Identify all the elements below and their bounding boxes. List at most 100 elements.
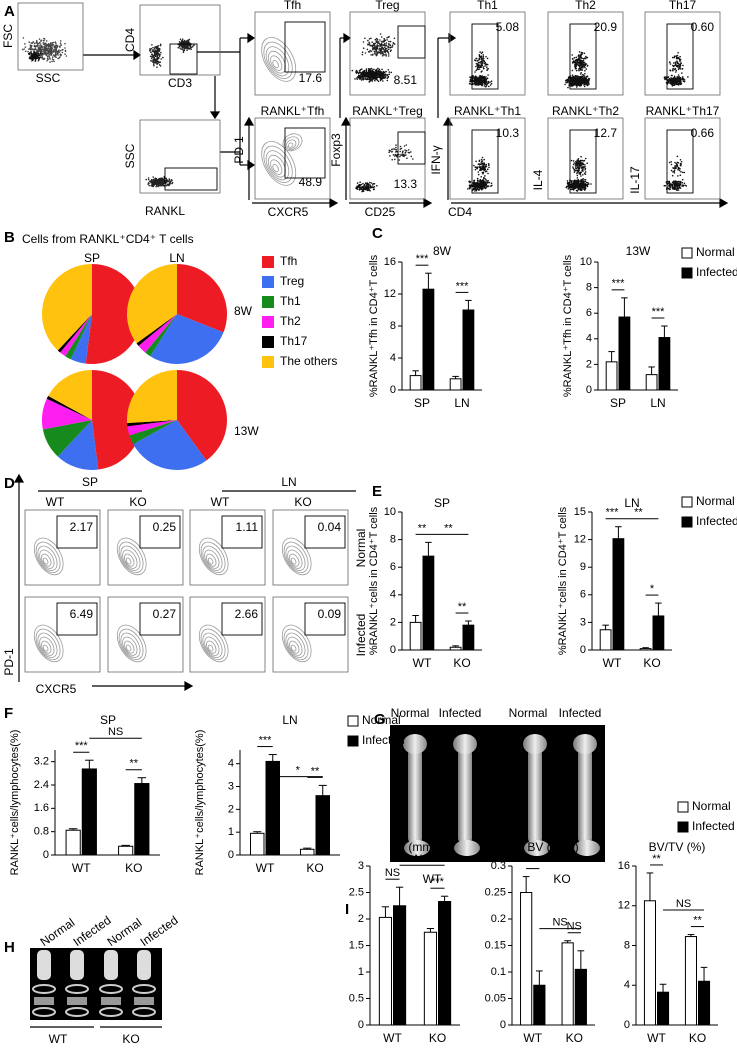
legend-swatch (681, 496, 693, 508)
legend-swatch (681, 516, 693, 528)
event-dot (151, 55, 153, 58)
event-dot (468, 187, 471, 190)
event-dot (367, 44, 369, 46)
event-dot (484, 78, 487, 80)
event-dot (379, 33, 382, 35)
event-dot (43, 50, 45, 52)
event-dot (35, 40, 38, 42)
chart-title: SP (434, 496, 450, 510)
event-dot (676, 155, 679, 158)
event-dot (362, 41, 365, 43)
row-label: 13W (234, 424, 259, 438)
event-dot (684, 184, 686, 187)
event-dot (490, 82, 493, 85)
event-dot (572, 163, 575, 166)
event-dot (584, 188, 587, 190)
event-dot (480, 71, 483, 73)
event-dot (373, 50, 376, 53)
y-tick-label: 0.15 (485, 939, 506, 951)
axis-label: CD4 (123, 28, 137, 52)
event-dot (474, 71, 476, 73)
event-dot (676, 61, 679, 63)
event-dot (472, 182, 474, 184)
event-dot (586, 184, 588, 186)
legend-label: Tfh (280, 254, 297, 268)
event-dot (681, 76, 684, 78)
event-dot (581, 178, 584, 181)
event-dot (486, 57, 489, 60)
event-dot (482, 76, 484, 78)
y-tick-label: 8 (390, 320, 396, 332)
event-dot (165, 179, 168, 181)
bar (265, 760, 280, 856)
event-dot (381, 78, 383, 80)
event-dot (404, 151, 407, 153)
event-dot (485, 86, 487, 88)
event-dot (576, 174, 579, 177)
event-dot (576, 84, 579, 87)
event-dot (359, 186, 361, 188)
event-dot (376, 71, 379, 74)
event-dot (149, 49, 152, 51)
event-dot (671, 181, 674, 183)
event-dot (574, 78, 576, 80)
event-dot (581, 52, 584, 54)
chart-title: SP (100, 713, 116, 727)
contour (125, 644, 132, 652)
event-dot (573, 184, 576, 187)
event-dot (573, 162, 575, 164)
event-dot (360, 76, 363, 78)
event-dot (31, 58, 33, 60)
event-dot (587, 182, 589, 184)
event-dot (38, 46, 40, 49)
gate-value: 1.11 (236, 520, 259, 534)
event-dot (370, 80, 372, 82)
legend-swatch (262, 256, 274, 268)
event-dot (380, 51, 383, 53)
event-dot (37, 44, 39, 46)
event-dot (359, 68, 362, 71)
event-dot (399, 145, 402, 148)
event-dot (681, 171, 684, 174)
event-dot (380, 49, 382, 52)
event-dot (41, 55, 44, 57)
event-dot (473, 179, 476, 182)
event-dot (380, 72, 383, 74)
event-dot (373, 183, 376, 185)
event-dot (482, 54, 485, 56)
event-dot (571, 74, 574, 76)
event-dot (572, 78, 575, 81)
event-dot (579, 183, 581, 186)
y-tick-label: 10 (580, 256, 592, 268)
event-dot (404, 154, 406, 156)
gate (164, 167, 218, 191)
event-dot (677, 68, 680, 70)
event-dot (578, 54, 580, 56)
event-dot (479, 51, 481, 53)
bar (612, 538, 625, 651)
event-dot (677, 180, 680, 183)
plot-title: Th17 (669, 0, 697, 12)
y-tick-label: 2.5 (349, 886, 364, 898)
event-dot (53, 60, 55, 63)
event-dot (679, 65, 681, 68)
event-dot (53, 46, 56, 49)
event-dot (491, 184, 493, 187)
y-tick-label: 0.8 (34, 826, 49, 838)
y-tick-label: 0 (390, 384, 396, 396)
event-dot (364, 73, 367, 75)
event-dot (580, 183, 583, 185)
event-dot (669, 79, 672, 81)
event-dot (187, 42, 189, 44)
event-dot (51, 47, 53, 49)
event-dot (34, 52, 37, 55)
event-dot (581, 57, 583, 60)
chart-title: LN (282, 713, 297, 727)
event-dot (368, 189, 370, 192)
significance-label: * (650, 583, 655, 595)
event-dot (583, 172, 586, 175)
event-dot (374, 79, 376, 82)
event-dot (360, 79, 363, 81)
event-dot (401, 154, 403, 156)
event-dot (23, 48, 26, 50)
